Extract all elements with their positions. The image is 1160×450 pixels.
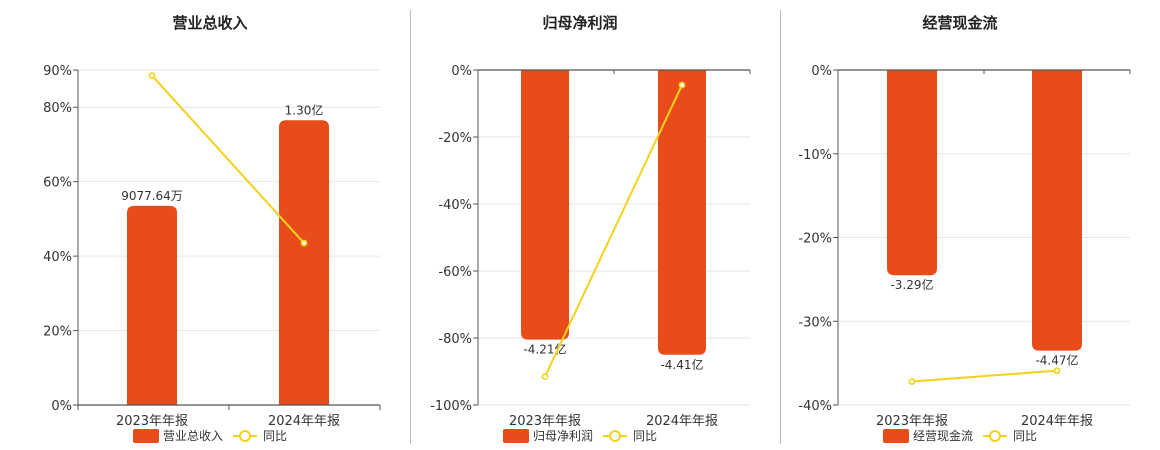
legend-swatch-bar xyxy=(883,429,909,443)
x-category-label: 2023年年报 xyxy=(116,414,188,429)
legend-label-bar: 经营现金流 xyxy=(913,428,973,443)
y-tick-label: -30% xyxy=(798,315,832,330)
bar xyxy=(127,205,177,405)
y-tick-label: 60% xyxy=(43,176,72,191)
x-category-label: 2023年年报 xyxy=(509,414,581,429)
line-series xyxy=(911,369,1058,383)
x-category-label: 2024年年报 xyxy=(1021,414,1093,429)
y-tick-label: 0% xyxy=(451,64,472,79)
legend-label-line: 同比 xyxy=(263,429,287,443)
y-tick-label: -60% xyxy=(438,265,472,280)
y-tick-label: -40% xyxy=(438,198,472,213)
line-point xyxy=(541,373,549,380)
legend-swatch-bar xyxy=(503,429,529,443)
y-tick-label: -10% xyxy=(798,148,832,163)
legend-label-line: 同比 xyxy=(633,429,657,443)
bar xyxy=(521,70,569,340)
line-point xyxy=(300,239,308,247)
legend-swatch-bar xyxy=(133,429,159,443)
chart-panel-1: 营业总收入 0% 20% 40% 60% 80% 90% 9077.64万 1.30亿 2023年… xyxy=(43,14,381,443)
bar-data-label: 9077.64万 xyxy=(121,189,183,203)
y-tick-label: -80% xyxy=(438,332,472,347)
legend-swatch-marker xyxy=(609,430,621,442)
y-tick-label: 0% xyxy=(811,64,832,79)
legend-label-bar: 营业总收入 xyxy=(163,429,223,443)
chart-panel-3: 经营现金流 0% -10% -20% -30% -40% -3.29亿 -4.47亿 2023年… xyxy=(798,14,1131,443)
line-series xyxy=(544,84,683,377)
line-series xyxy=(151,74,305,244)
y-tick-label: -100% xyxy=(430,399,472,414)
bar-data-label: -3.29亿 xyxy=(890,277,933,292)
bar-data-label: -4.41亿 xyxy=(660,357,703,372)
bar-data-label: -4.47亿 xyxy=(1035,353,1078,368)
legend-label-line: 同比 xyxy=(1013,429,1037,443)
line-point xyxy=(1053,367,1061,375)
y-tick-label: -40% xyxy=(798,399,832,414)
bar xyxy=(279,120,329,405)
y-tick-label: 40% xyxy=(43,250,72,265)
y-tick-label: 90% xyxy=(43,64,72,79)
legend-swatch-marker xyxy=(989,430,1001,442)
legend-label-bar: 归母净利润 xyxy=(533,429,593,443)
legend-swatch-marker xyxy=(239,430,251,442)
line-point xyxy=(908,378,916,385)
y-tick-label: -20% xyxy=(438,131,472,146)
x-category-label: 2024年年报 xyxy=(268,414,340,429)
line-point xyxy=(148,72,156,79)
bar xyxy=(887,70,937,276)
line-point xyxy=(678,81,686,89)
x-category-label: 2024年年报 xyxy=(646,414,718,429)
y-tick-label: 80% xyxy=(43,101,72,116)
y-tick-label: -20% xyxy=(798,232,832,247)
y-tick-label: 20% xyxy=(43,325,72,340)
chart-title: 归母净利润 xyxy=(542,14,617,32)
chart-title: 营业总收入 xyxy=(172,14,247,32)
x-category-label: 2023年年报 xyxy=(876,414,948,429)
bar xyxy=(1032,70,1082,351)
bar-data-label: 1.30亿 xyxy=(285,102,324,117)
y-tick-label: 0% xyxy=(51,399,72,414)
chart-title: 经营现金流 xyxy=(922,14,997,32)
chart-panel-2: 归母净利润0%-20%-40%-60%-80%-100%-4.21亿-4.41亿… xyxy=(430,14,751,443)
bar xyxy=(658,70,706,355)
